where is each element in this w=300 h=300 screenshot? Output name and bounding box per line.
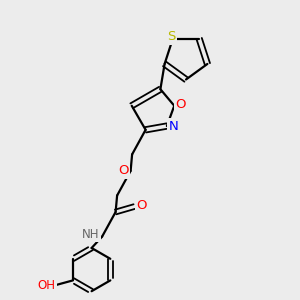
Text: O: O	[136, 199, 147, 212]
Text: O: O	[118, 164, 128, 177]
Text: N: N	[169, 120, 178, 133]
Text: O: O	[176, 98, 186, 111]
Text: OH: OH	[38, 279, 56, 292]
Text: NH: NH	[82, 228, 100, 241]
Text: S: S	[167, 30, 176, 43]
